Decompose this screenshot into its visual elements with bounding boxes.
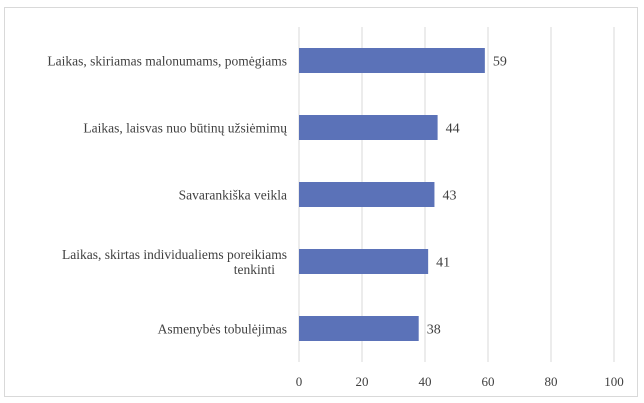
bar	[299, 182, 435, 207]
bar	[299, 48, 485, 73]
bar	[299, 249, 429, 274]
data-label: 59	[493, 55, 507, 70]
category-label: Savarankiška veikla	[179, 188, 287, 203]
data-label: 44	[446, 122, 460, 137]
data-label: 43	[442, 189, 456, 204]
category-label: Asmenybės tobulėjimas	[158, 322, 287, 337]
category-label: Laikas, skiriamas malonumams, pomėgiams	[47, 54, 287, 69]
category-label: Laikas, laisvas nuo būtinų užsiėmimų	[83, 121, 287, 136]
x-tick-label: 100	[604, 374, 624, 389]
bar	[299, 115, 438, 140]
x-tick-label: 80	[545, 374, 558, 389]
category-label: tenkinti	[234, 262, 275, 277]
x-tick-label: 60	[482, 374, 495, 389]
category-label: Laikas, skirtas individualiems poreikiam…	[62, 247, 287, 262]
x-tick-label: 40	[419, 374, 432, 389]
bar	[299, 316, 419, 341]
data-label: 38	[427, 323, 441, 338]
x-tick-label: 0	[296, 374, 303, 389]
x-tick-label: 20	[356, 374, 369, 389]
data-label: 41	[436, 256, 450, 271]
